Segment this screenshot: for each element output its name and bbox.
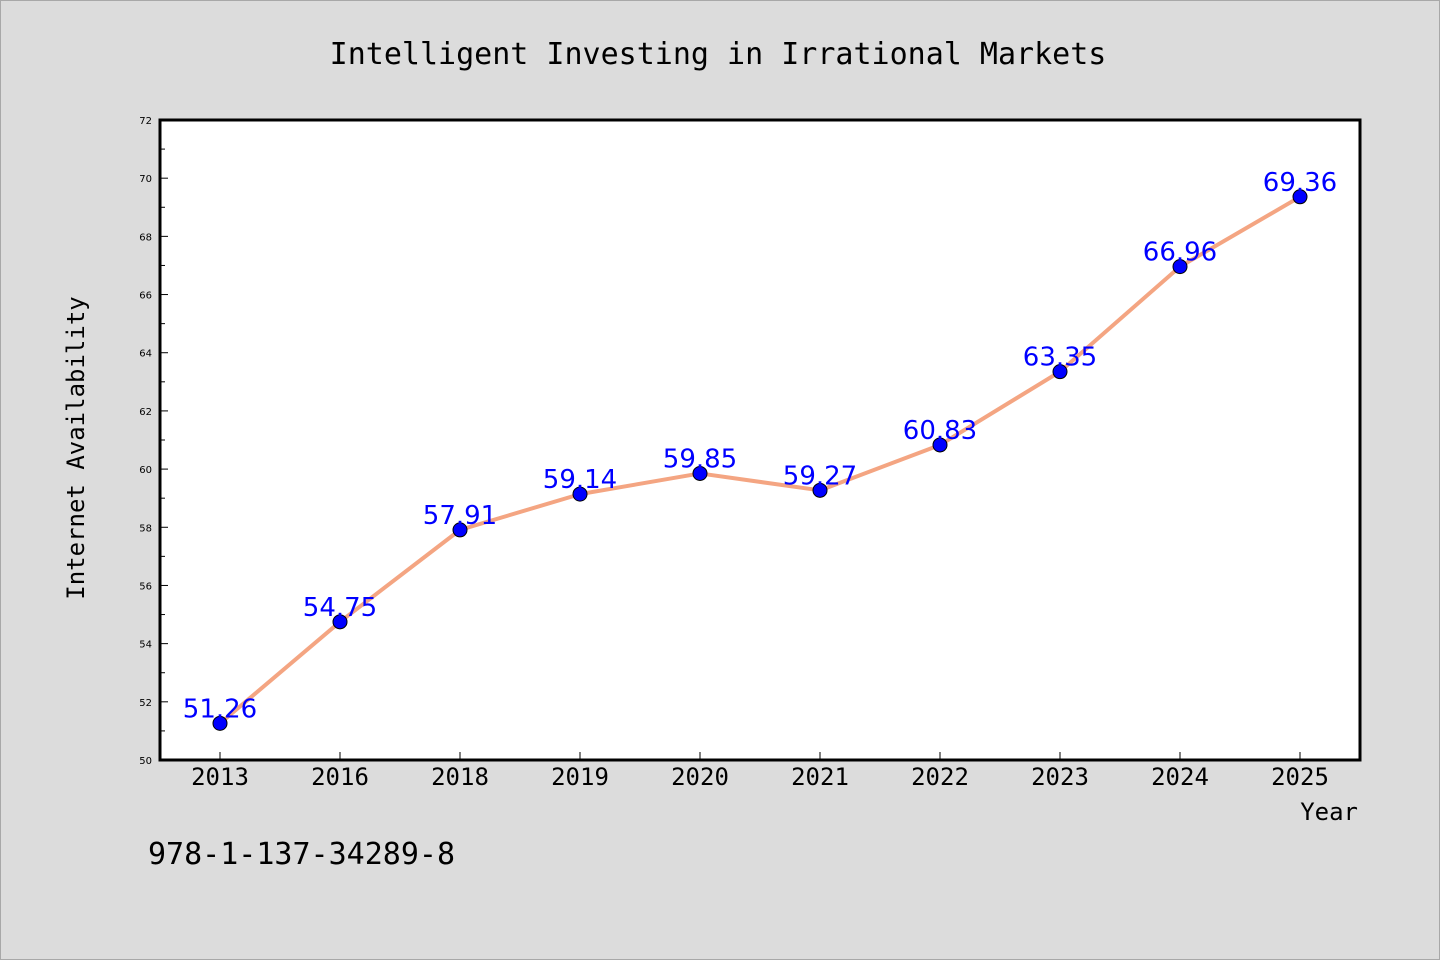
x-tick-label: 2023	[1031, 763, 1089, 791]
data-point	[692, 465, 708, 481]
data-point	[572, 486, 588, 502]
x-tick-label: 2018	[431, 763, 489, 791]
x-tick-label: 2016	[311, 763, 369, 791]
chart-title: Intelligent Investing in Irrational Mark…	[330, 37, 1107, 72]
data-point	[812, 482, 828, 498]
data-label: 57.91	[423, 501, 497, 531]
y-axis: 50 52 54 56 58 60 62 64 66 68 70 72	[139, 116, 168, 767]
y-tick-label: 60	[139, 465, 152, 476]
series-line	[212, 189, 1308, 731]
y-tick-label: 58	[139, 523, 152, 534]
y-tick-label: 62	[139, 407, 152, 418]
x-tick-label: 2024	[1151, 763, 1209, 791]
data-point	[1052, 364, 1068, 380]
y-tick-label: 66	[139, 291, 152, 302]
data-point	[932, 437, 948, 453]
data-label: 59.27	[783, 461, 857, 491]
data-label: 59.14	[543, 465, 617, 495]
y-tick-label: 56	[139, 581, 152, 592]
data-point	[332, 614, 348, 630]
data-point	[212, 715, 228, 731]
isbn-text: 978-1-137-34289-8	[148, 837, 455, 872]
x-tick-label: 2022	[911, 763, 969, 791]
y-tick-label: 68	[139, 232, 152, 243]
y-tick-label: 70	[139, 174, 152, 185]
data-labels: 51.26 54.75 57.91 59.14 59.85 59.27 60.83 63.35…	[183, 168, 1337, 725]
data-label: 63.35	[1023, 343, 1097, 373]
x-tick-label: 2013	[191, 763, 249, 791]
plot-area	[158, 118, 1362, 762]
y-tick-label: 52	[139, 698, 152, 709]
data-point	[1292, 189, 1308, 205]
x-tick-label: 2021	[791, 763, 849, 791]
data-label: 60.83	[903, 416, 977, 446]
x-tick-label: 2019	[551, 763, 609, 791]
y-tick-label: 50	[139, 756, 152, 767]
x-tick-label: 2020	[671, 763, 729, 791]
x-tick-label: 2025	[1271, 763, 1329, 791]
data-label: 51.26	[183, 694, 257, 724]
y-tick-label: 54	[139, 640, 152, 651]
data-label: 69.36	[1263, 168, 1337, 198]
data-point	[452, 522, 468, 538]
data-label: 54.75	[303, 593, 377, 623]
series-path	[218, 194, 1302, 726]
y-tick-label: 64	[139, 349, 152, 360]
data-label: 59.85	[663, 444, 737, 474]
x-axis-label: Year	[1300, 798, 1358, 826]
y-tick-label: 72	[139, 116, 152, 127]
x-axis: 2013 2016 2018 2019 2020 2021 2022 2023 2024 2025	[191, 752, 1329, 791]
y-axis-label: Internet Availability	[62, 296, 90, 599]
data-point	[1172, 259, 1188, 275]
data-label: 66.96	[1143, 238, 1217, 268]
